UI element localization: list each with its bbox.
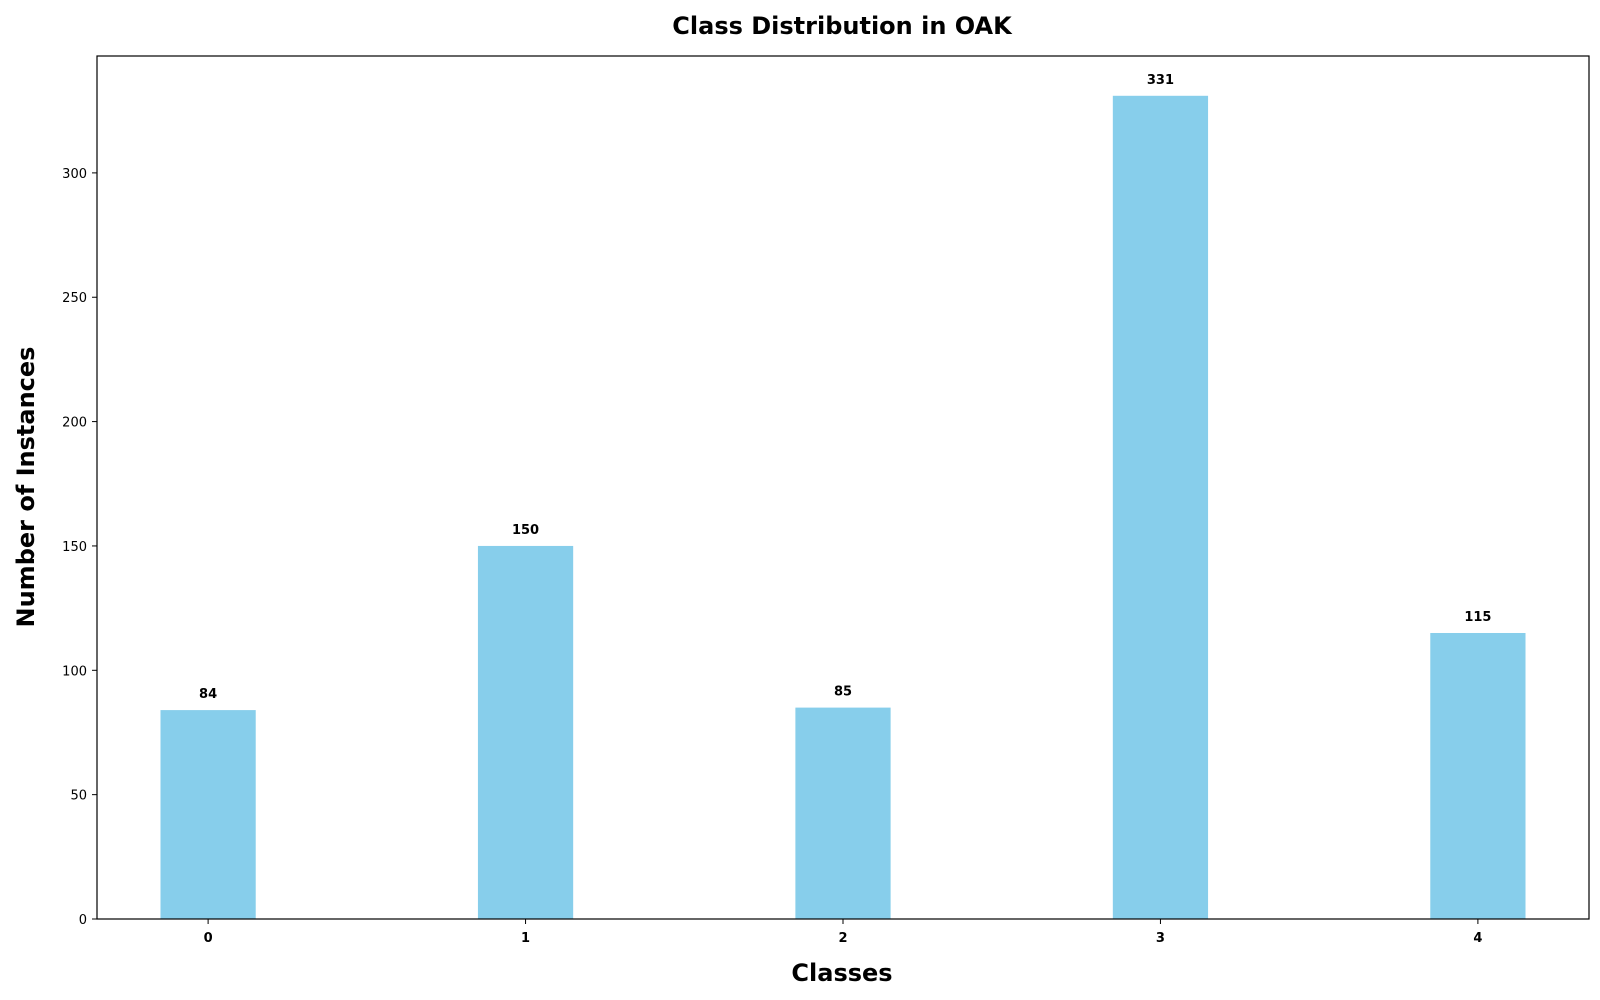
data-label-class-2: 85 — [834, 685, 852, 700]
x-tick-label: 2 — [838, 931, 847, 946]
x-tick-label: 4 — [1473, 931, 1482, 946]
bar-class-3 — [1112, 95, 1209, 920]
bar-class-1 — [477, 545, 574, 919]
x-axis-label: Classes — [791, 959, 892, 987]
data-label-class-4: 115 — [1464, 610, 1491, 625]
bar-class-0 — [160, 710, 256, 919]
chart-title: Class Distribution in OAK — [672, 12, 1013, 40]
x-tick-label: 0 — [204, 931, 213, 946]
plot-area: 0 50 100 150 200 250 300 84 0 150 1 85 2 331 3 115 4 — [62, 73, 1526, 946]
x-tick-label: 3 — [1156, 931, 1165, 946]
y-tick-label: 200 — [62, 416, 87, 431]
y-tick-label: 50 — [70, 789, 87, 804]
bar-class-4 — [1430, 632, 1526, 919]
y-tick-label: 300 — [62, 167, 87, 182]
data-label-class-1: 150 — [512, 523, 539, 538]
y-tick-label: 100 — [62, 664, 87, 679]
y-tick-label: 150 — [62, 540, 87, 555]
data-label-class-0: 84 — [199, 687, 217, 702]
data-label-class-3: 331 — [1147, 73, 1174, 88]
bar-class-2 — [795, 707, 891, 919]
x-tick-label: 1 — [521, 931, 530, 946]
plot-frame — [96, 55, 1590, 920]
y-tick-label: 250 — [62, 291, 87, 306]
y-axis-label: Number of Instances — [12, 347, 40, 628]
y-tick-label: 0 — [79, 913, 87, 928]
